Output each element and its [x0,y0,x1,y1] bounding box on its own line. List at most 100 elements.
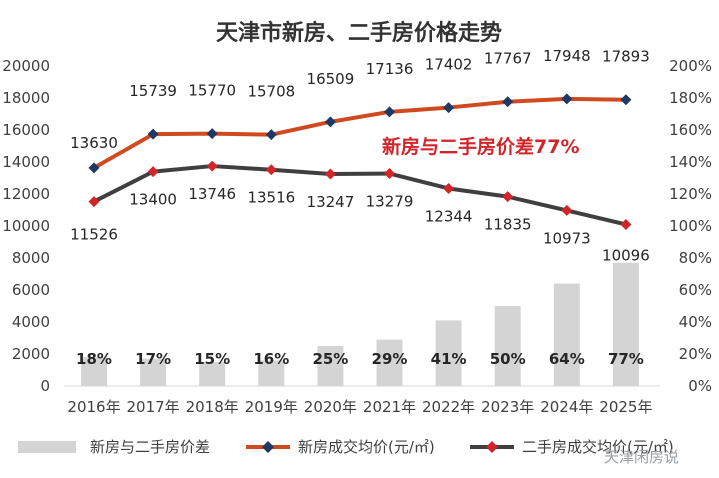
x-axis-tick: 2025年 [599,398,652,416]
gap-bar [494,306,521,386]
new-home-price-label: 17767 [484,50,532,68]
gap-bar-label: 18% [76,350,112,368]
resale-price-label: 11835 [484,216,532,234]
x-axis-tick: 2020年 [304,398,357,416]
left-axis-tick: 20000 [2,57,50,75]
resale-price-marker [502,191,514,203]
left-axis-tick: 8000 [12,249,50,267]
right-axis-tick: 60% [679,281,712,299]
resale-price-label: 13279 [366,193,414,211]
resale-price-marker [88,196,100,208]
x-axis-tick: 2017年 [127,398,180,416]
gap-bar [612,262,639,386]
new-home-price-label: 13630 [70,134,118,152]
resale-price-marker [206,160,218,172]
new-home-price-marker [324,116,336,128]
resale-price-marker [443,182,455,194]
left-axis-tick: 16000 [2,121,50,139]
left-axis-tick: 10000 [2,217,50,235]
new-home-price-marker [88,162,100,174]
gap-bar-label: 15% [194,350,230,368]
new-home-price-label: 17948 [543,47,591,65]
right-axis-tick: 200% [669,57,712,75]
right-axis-tick: 140% [669,153,712,171]
new-home-price-label: 15739 [129,82,177,100]
legend-bar-label: 新房与二手房价差 [90,438,210,456]
x-axis-tick: 2022年 [422,398,475,416]
gap-bar-label: 17% [135,350,171,368]
resale-price-marker [147,166,159,178]
new-home-price-marker [206,128,218,140]
x-axis-tick: 2016年 [67,398,120,416]
x-axis-tick: 2021年 [363,398,416,416]
right-axis-tick: 100% [669,217,712,235]
resale-price-marker [561,204,573,216]
x-axis-tick: 2023年 [481,398,534,416]
chart-title: 天津市新房、二手房价格走势 [216,20,502,46]
resale-price-label: 10096 [602,246,650,264]
left-axis-tick: 4000 [12,313,50,331]
gap-bar [199,362,226,386]
right-axis-tick: 80% [679,249,712,267]
new-home-price-line [93,96,626,170]
gap-bar [258,360,285,386]
gap-bar-label: 41% [431,350,467,368]
new-home-price-label: 17893 [602,48,650,66]
resale-price-label: 13247 [307,193,355,211]
right-axis-tick: 0% [688,377,712,395]
plot-area: 0 2000 4000 6000 8000 10000 12000 14000 16000 180… [2,47,712,416]
new-home-price-label: 16509 [307,70,355,88]
resale-price-marker [384,168,395,180]
legend-new-label: 新房成交均价(元/㎡) [298,438,435,456]
legend: 新房与二手房价差 新房成交均价(元/㎡) 二手房成交均价(元/㎡) [18,438,674,456]
resale-price-marker [265,164,277,176]
gap-bar [553,283,580,386]
gap-bar [376,339,403,386]
resale-price-label: 13400 [129,191,177,209]
resale-price-line [93,164,627,227]
new-home-price-label: 15708 [247,83,295,101]
x-axis-tick: 2018年 [186,398,239,416]
gap-bar [435,320,462,386]
gap-bar-label: 25% [312,350,348,368]
gap-bar-label: 50% [490,350,526,368]
new-home-price-label: 15770 [188,82,236,100]
gap-bar-label: 77% [608,350,644,368]
resale-price-label: 10973 [543,229,591,247]
resale-price-label: 11526 [70,226,118,244]
new-home-price-marker [384,106,395,118]
right-axis-tick: 20% [679,345,712,363]
left-axis-tick: 0 [40,377,50,395]
new-home-price-marker [502,96,514,108]
gap-bar [81,357,107,386]
watermark: 天津闲房说 [604,448,679,466]
resale-price-label: 13516 [247,189,295,207]
resale-price-label: 12344 [425,207,473,225]
x-axis-tick: 2019年 [245,398,298,416]
new-home-price-marker [265,129,277,141]
resale-price-label: 13746 [188,185,236,203]
legend-new-marker [262,441,274,453]
new-home-price-label: 17402 [425,56,473,74]
price-gap-annotation: 新房与二手房价差77% [382,135,579,158]
legend-resale-label: 二手房成交均价(元/㎡) [522,438,674,456]
gap-bar-label: 64% [549,350,585,368]
left-axis-tick: 14000 [2,153,50,171]
left-axis-tick: 18000 [2,89,50,107]
gap-bar-label: 16% [253,350,289,368]
new-home-price-marker [561,93,573,105]
gap-bar [317,346,344,386]
left-axis-tick: 12000 [2,185,50,203]
new-home-price-marker [620,94,632,106]
legend-bar-swatch [18,441,76,453]
resale-price-marker [620,218,632,230]
new-home-price-marker [147,128,159,140]
legend-resale-marker [486,441,498,453]
right-axis-tick: 120% [669,185,712,203]
new-home-price-label: 17136 [366,60,414,78]
gap-bar-label: 29% [372,350,408,368]
right-axis-tick: 160% [669,121,712,139]
left-axis-tick: 2000 [12,345,50,363]
gap-bar [140,358,167,386]
